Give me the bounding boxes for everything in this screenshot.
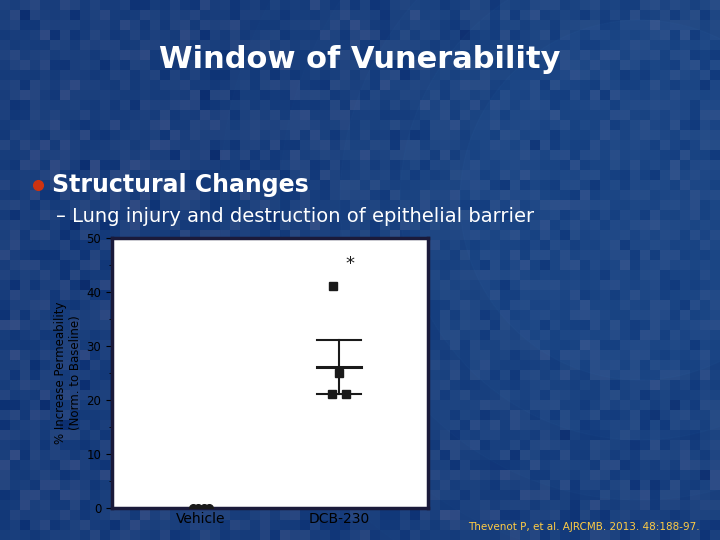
Text: – Lung injury and destruction of epithelial barrier: – Lung injury and destruction of epithel… — [56, 207, 534, 226]
Text: Thevenot P, et al. AJRCMB. 2013. 48:188-97.: Thevenot P, et al. AJRCMB. 2013. 48:188-… — [469, 522, 700, 532]
Text: Structural Changes: Structural Changes — [52, 173, 309, 197]
Y-axis label: % Increase Permeability
(Norm. to Baseline): % Increase Permeability (Norm. to Baseli… — [54, 301, 82, 444]
Text: *: * — [346, 255, 354, 273]
Text: Window of Vunerability: Window of Vunerability — [159, 45, 561, 74]
